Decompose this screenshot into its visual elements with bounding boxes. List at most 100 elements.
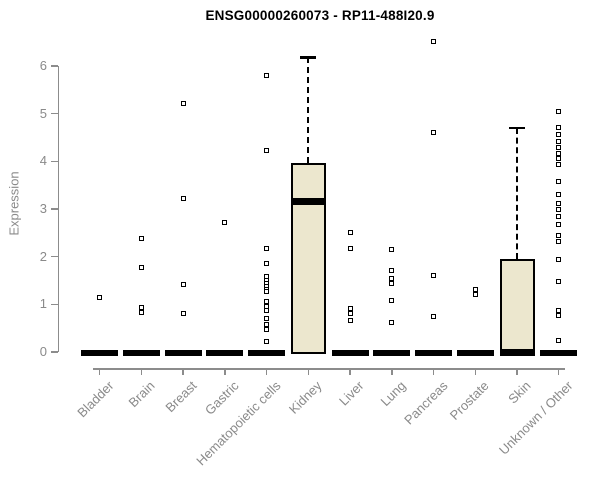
median-line	[290, 198, 326, 206]
y-tick-label: 2	[39, 248, 47, 264]
outlier-point	[347, 305, 353, 311]
outlier-point	[180, 282, 186, 288]
outlier-point	[264, 245, 270, 251]
median-line	[331, 349, 369, 356]
outlier-point	[556, 307, 562, 313]
outlier-point	[389, 298, 395, 304]
outlier-point	[556, 207, 562, 213]
median-line	[164, 349, 202, 356]
outlier-point	[431, 273, 437, 279]
x-tick	[557, 368, 560, 376]
x-tick	[182, 368, 184, 376]
y-tick-label: 1	[39, 296, 47, 312]
outlier-point	[556, 192, 562, 198]
y-tick	[51, 112, 58, 115]
outlier-point	[556, 232, 562, 238]
y-tick-label: 4	[39, 153, 47, 169]
outlier-point	[138, 309, 144, 315]
whisker-cap	[509, 126, 525, 130]
y-tick	[51, 160, 58, 163]
median-line	[540, 349, 578, 356]
median-line	[415, 349, 453, 356]
x-tick	[98, 368, 101, 376]
median-line	[81, 349, 119, 356]
outlier-point	[138, 265, 144, 271]
outlier-point	[556, 313, 562, 319]
box-kidney	[290, 162, 326, 355]
y-tick-label: 6	[39, 57, 47, 73]
outlier-point	[389, 280, 395, 286]
outlier-point	[347, 245, 353, 251]
outlier-point	[264, 315, 270, 321]
outlier-point	[264, 322, 270, 328]
outlier-point	[347, 310, 353, 316]
x-tick	[224, 368, 226, 376]
outlier-point	[431, 38, 437, 44]
x-tick	[391, 368, 393, 376]
x-tick	[516, 368, 518, 376]
outlier-point	[431, 314, 437, 320]
outlier-point	[389, 319, 395, 325]
x-tick	[265, 368, 268, 376]
median-line	[206, 349, 244, 356]
outlier-point	[431, 130, 437, 136]
y-axis-line	[57, 65, 59, 352]
outlier-point	[556, 257, 562, 263]
outlier-point	[472, 286, 478, 292]
outlier-point	[556, 125, 562, 131]
y-tick-label: 5	[39, 105, 47, 121]
whisker-line	[307, 57, 310, 163]
whisker-cap	[300, 56, 317, 59]
outlier-point	[97, 294, 103, 300]
outlier-point	[264, 289, 270, 295]
outlier-point	[347, 317, 353, 323]
median-line	[122, 349, 160, 356]
outlier-point	[389, 247, 395, 253]
outlier-point	[556, 162, 562, 168]
outlier-point	[180, 100, 186, 106]
outlier-point	[389, 267, 395, 273]
outlier-point	[556, 200, 562, 206]
y-tick-label: 3	[39, 200, 47, 216]
x-tick	[349, 368, 351, 376]
outlier-point	[264, 298, 270, 304]
y-tick	[51, 351, 58, 353]
outlier-point	[472, 292, 478, 298]
outlier-point	[556, 144, 562, 150]
outlier-point	[180, 310, 186, 316]
outlier-point	[138, 235, 144, 241]
outlier-point	[264, 147, 270, 153]
outlier-point	[389, 275, 395, 281]
chart-title: ENSG00000260073 - RP11-488I20.9	[205, 8, 435, 23]
x-tick	[307, 368, 310, 376]
outlier-point	[180, 195, 186, 201]
outlier-point	[264, 72, 270, 78]
outlier-point	[556, 222, 562, 228]
outlier-point	[556, 278, 562, 284]
box-skin	[499, 259, 535, 355]
median-line	[499, 348, 535, 356]
outlier-point	[264, 260, 270, 266]
outlier-point	[264, 307, 270, 313]
median-line	[248, 349, 286, 356]
outlier-point	[556, 337, 562, 343]
x-tick	[432, 368, 435, 376]
outlier-point	[556, 156, 562, 162]
y-tick	[51, 65, 58, 67]
y-tick-label: 0	[39, 344, 47, 359]
outlier-point	[556, 108, 562, 114]
outlier-point	[264, 338, 270, 344]
median-line	[456, 349, 494, 356]
outlier-point	[556, 150, 562, 156]
y-tick	[51, 255, 58, 258]
x-tick	[474, 368, 477, 376]
outlier-point	[138, 305, 144, 311]
outlier-point	[556, 238, 562, 244]
outlier-point	[556, 214, 562, 220]
y-tick	[51, 208, 58, 210]
outlier-point	[222, 220, 228, 226]
x-axis-line	[93, 368, 565, 370]
x-tick	[140, 368, 143, 376]
outlier-point	[347, 229, 353, 235]
